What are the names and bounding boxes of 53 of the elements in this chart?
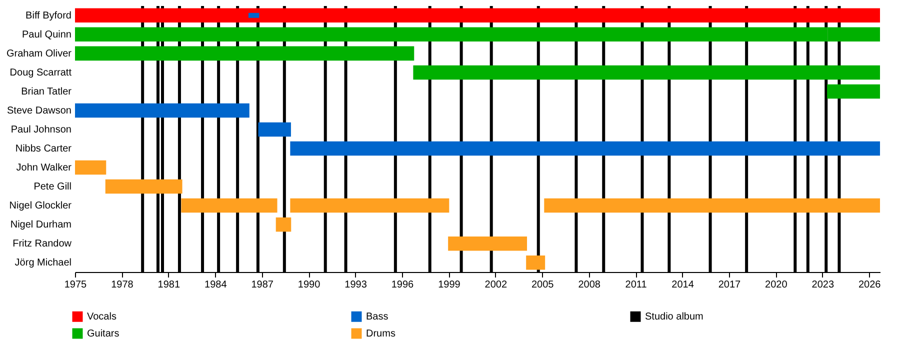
bar (181, 198, 278, 213)
bar (75, 103, 250, 118)
legend-label: Studio album (645, 312, 704, 323)
bar (248, 12, 260, 18)
y-tick-label: Nigel Glockler (9, 200, 72, 212)
bar (413, 65, 880, 80)
bar (290, 198, 450, 213)
y-tick-label: Brian Tatler (21, 86, 72, 98)
legend-label: Bass (366, 312, 388, 323)
bar (75, 46, 414, 61)
x-tick-label: 1978 (111, 280, 134, 290)
bar (448, 236, 528, 251)
x-tick-label: 1984 (204, 280, 228, 290)
bar (290, 141, 880, 156)
y-tick-label: Jörg Michael (14, 258, 72, 269)
x-tick-label: 1981 (158, 280, 180, 290)
bar (544, 198, 880, 213)
bar (258, 122, 291, 137)
bar (105, 179, 182, 194)
bar (75, 160, 106, 175)
y-tick-label: Paul Quinn (22, 29, 72, 40)
y-tick-label: Biff Byford (26, 10, 72, 22)
legend-label: Vocals (87, 312, 116, 323)
legend-label: Drums (366, 328, 396, 340)
x-tick-label: 1987 (251, 280, 274, 290)
x-tick-label: 1999 (438, 280, 461, 290)
x-tick-label: 2020 (765, 280, 788, 290)
x-tick-label: 2008 (578, 280, 601, 290)
x-tick-label: 2002 (484, 280, 508, 290)
y-tick-label: Graham Oliver (6, 48, 72, 60)
x-tick-label: 1993 (344, 280, 368, 290)
y-tick-label: Fritz Randow (12, 238, 72, 250)
x-tick-label: 1975 (64, 280, 88, 290)
legend-label: Guitars (87, 328, 120, 340)
bar (827, 84, 880, 99)
y-tick-label: Nibbs Carter (15, 144, 72, 155)
y-tick-label: Pete Gill (34, 182, 72, 193)
x-tick-label: 2017 (718, 280, 742, 290)
bar (276, 217, 292, 232)
x-tick-label: 2023 (812, 280, 834, 290)
bar (75, 8, 880, 23)
y-tick-label: Paul Johnson (10, 124, 72, 136)
x-tick-label: 2011 (625, 280, 648, 290)
x-tick-label: 1990 (298, 280, 321, 290)
y-tick-label: Nigel Durham (10, 220, 72, 231)
x-tick-label: 1996 (391, 280, 414, 290)
x-tick-label: 2026 (858, 280, 882, 290)
y-tick-label: John Walker (16, 162, 72, 174)
x-tick-label: 2014 (672, 280, 694, 290)
bar (526, 255, 546, 270)
x-tick-label: 2005 (531, 280, 554, 290)
y-tick-label: Steve Dawson (7, 105, 72, 116)
y-tick-label: Doug Scarratt (10, 67, 72, 78)
